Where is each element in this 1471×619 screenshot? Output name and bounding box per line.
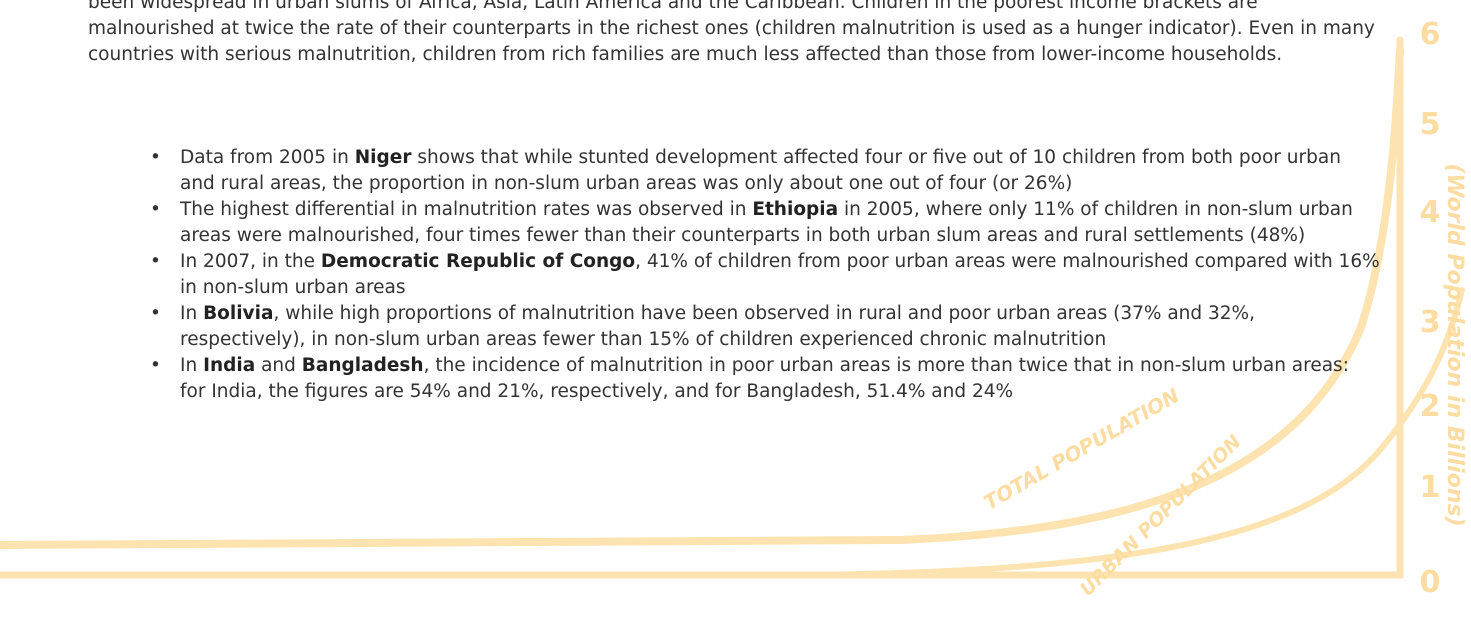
bold-text: India [203,355,256,376]
text: and [255,355,302,376]
bullet-item: In India and Bangladesh, the incidence o… [150,353,1380,405]
axis-number: 3 [1420,305,1441,340]
axis-number: 1 [1420,470,1441,505]
text: in 2005, where only 11% of children in n… [180,199,1353,246]
bold-text: Niger [354,147,412,168]
bold-text: Democratic Republic of Congo [320,251,636,272]
urban-curve [797,287,1465,578]
bold-text: Bangladesh [301,355,424,376]
text: In [180,303,204,324]
axis-lines [0,36,1404,579]
axis-number: 6 [1420,17,1441,52]
bold-text: Ethiopia [752,199,839,220]
axis-number: 0 [1420,565,1441,600]
text: , while high proportions of malnutrition… [180,303,1256,350]
bullet-item: In 2007, in the Democratic Republic of C… [150,249,1380,301]
paragraph: been widespread in urban slums of Africa… [88,0,1375,65]
axis-number: 2 [1420,389,1441,424]
text: , 41% of children from poor urban areas … [180,251,1380,298]
text: The highest differential in malnutrition… [180,199,753,220]
bullet-item: In Bolivia, while high proportions of ma… [150,301,1380,353]
text: Data from 2005 in [180,147,355,168]
text: , the incidence of malnutrition in poor … [180,355,1349,402]
text: In [180,355,204,376]
text: shows that while stunted development aff… [180,147,1341,194]
bullet-item: Data from 2005 in Niger shows that while… [150,145,1380,197]
bold-text: Bolivia [203,303,274,324]
bullet-list: Data from 2005 in Niger shows that while… [150,145,1380,405]
bullet-item: The highest differential in malnutrition… [150,197,1380,249]
axis-number: 4 [1420,195,1441,230]
text: In 2007, in the [180,251,321,272]
axis-label: (World Population in Billions) [1442,163,1467,526]
axis-number: 5 [1420,107,1441,142]
